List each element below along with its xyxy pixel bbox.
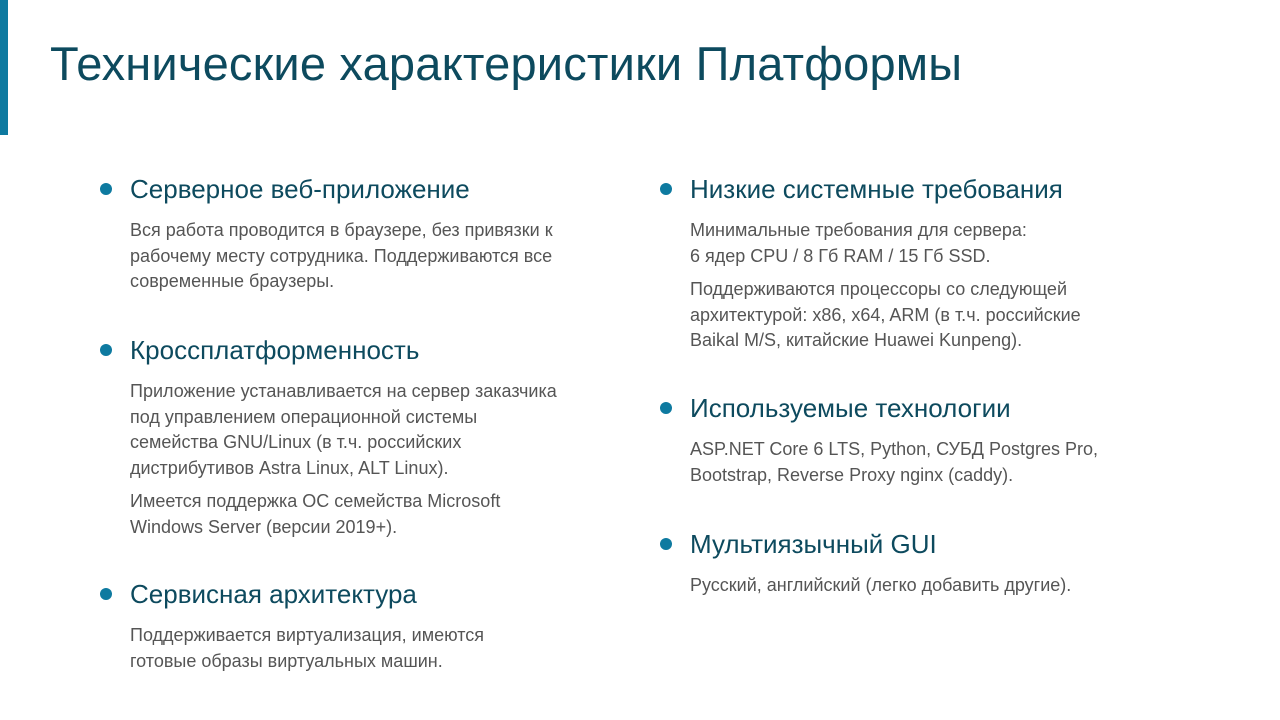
- description-line: современные браузеры.: [130, 271, 335, 291]
- description-paragraph: Поддерживается виртуализация, имеются гот…: [130, 623, 650, 674]
- description-line: Вся работа проводится в браузере, без пр…: [130, 220, 553, 240]
- description-paragraph: Приложение устанавливается на сервер зак…: [130, 379, 650, 481]
- bullet-icon: [660, 183, 672, 195]
- bullet-icon: [100, 588, 112, 600]
- feature-section: Мультиязычный GUI Русский, английский (ле…: [660, 529, 1210, 599]
- page-title: Технические характеристики Платформы: [50, 37, 963, 90]
- description-line: 6 ядер CPU / 8 Гб RAM / 15 Гб SSD.: [690, 245, 991, 266]
- description-line: ASP.NET Core 6 LTS, Python, СУБД Postgre…: [690, 439, 1099, 459]
- description-paragraph: Минимальные требования для сервера: 6 яде…: [690, 218, 1210, 269]
- feature-description: Поддерживается виртуализация, имеются гот…: [130, 623, 650, 674]
- description-line: под управлением операционной системы: [130, 406, 478, 427]
- feature-heading-text: Кроссплатформенность: [130, 335, 420, 365]
- feature-section: Используемые технологии ASP.NET Core 6 LT…: [660, 393, 1210, 488]
- feature-heading-text: Мультиязычный GUI: [690, 529, 937, 559]
- description-paragraph: ASP.NET Core 6 LTS, Python, СУБД Postgre…: [690, 437, 1210, 488]
- description-line: семейства GNU/Linux (в т.ч. российских: [130, 432, 462, 452]
- feature-heading: Кроссплатформенность: [100, 335, 650, 365]
- feature-heading-text: Сервисная архитектура: [130, 579, 417, 609]
- feature-heading-text: Используемые технологии: [690, 393, 1011, 423]
- description-line: готовые образы виртуальных машин.: [130, 650, 443, 671]
- feature-description: ASP.NET Core 6 LTS, Python, СУБД Postgre…: [690, 437, 1210, 488]
- feature-heading: Используемые технологии: [660, 393, 1210, 423]
- bullet-icon: [100, 183, 112, 195]
- feature-section: Сервисная архитектура Поддерживается вирт…: [100, 579, 650, 674]
- description-line: Windows Server (версии 2019+).: [130, 516, 398, 537]
- accent-bar: [0, 0, 8, 135]
- description-paragraph: Поддерживаются процессоры со следующей ар…: [690, 277, 1210, 354]
- feature-description: Минимальные требования для сервера: 6 яде…: [690, 218, 1210, 354]
- description-line: Русский, английский (легко добавить друг…: [690, 575, 1072, 595]
- feature-heading: Сервисная архитектура: [100, 579, 650, 609]
- feature-heading-text: Низкие системные требования: [690, 174, 1063, 204]
- bullet-icon: [660, 402, 672, 414]
- feature-description: Вся работа проводится в браузере, без пр…: [130, 218, 650, 295]
- description-paragraph: Русский, английский (легко добавить друг…: [690, 573, 1210, 599]
- description-line: Bootstrap, Reverse Proxy nginx (caddy).: [690, 464, 1014, 485]
- bullet-icon: [100, 344, 112, 356]
- description-paragraph: Имеется поддержка ОС семейства Microsoft…: [130, 489, 650, 540]
- description-line: Поддерживается виртуализация, имеются: [130, 625, 485, 645]
- feature-description: Русский, английский (легко добавить друг…: [690, 573, 1210, 599]
- description-line: рабочему месту сотрудника. Поддерживаютс…: [130, 245, 553, 266]
- feature-section: Низкие системные требования Минимальные т…: [660, 174, 1210, 354]
- feature-heading-text: Серверное веб-приложение: [130, 174, 470, 204]
- feature-heading: Низкие системные требования: [660, 174, 1210, 204]
- description-line: Имеется поддержка ОС семейства Microsoft: [130, 491, 501, 511]
- description-paragraph: Вся работа проводится в браузере, без пр…: [130, 218, 650, 295]
- feature-heading: Мультиязычный GUI: [660, 529, 1210, 559]
- feature-description: Приложение устанавливается на сервер зак…: [130, 379, 650, 540]
- description-line: Минимальные требования для сервера:: [690, 220, 1027, 240]
- description-line: Приложение устанавливается на сервер зак…: [130, 381, 557, 401]
- description-line: Baikal M/S, китайские Huawei Kunpeng).: [690, 330, 1023, 350]
- description-line: Поддерживаются процессоры со следующей: [690, 279, 1067, 299]
- bullet-icon: [660, 538, 672, 550]
- feature-section: Серверное веб-приложение Вся работа прово…: [100, 174, 650, 295]
- description-line: архитектурой: x86, x64, ARM (в т.ч. росс…: [690, 304, 1081, 325]
- feature-section: Кроссплатформенность Приложение устанавли…: [100, 335, 650, 540]
- feature-heading: Серверное веб-приложение: [100, 174, 650, 204]
- description-line: дистрибутивов Astra Linux, ALT Linux).: [130, 457, 449, 478]
